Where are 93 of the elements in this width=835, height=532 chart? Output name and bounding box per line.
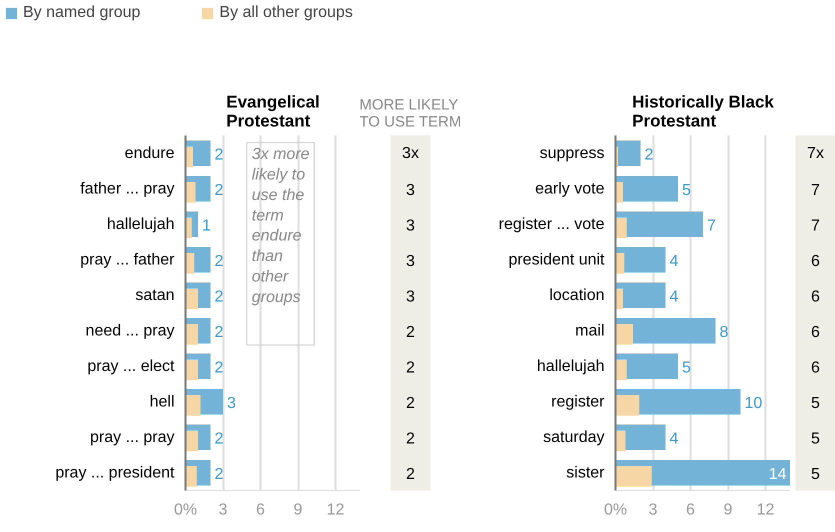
y-tick-label: hallelujah (536, 358, 604, 375)
y-tick-label: hallelujah (106, 216, 174, 233)
bar (186, 253, 194, 274)
y-tick-label: suppress (540, 144, 604, 162)
chart-title: Evangelical Protestant (226, 92, 320, 130)
data-label: 1 (202, 217, 211, 234)
text: 2 (406, 466, 416, 483)
y-tick-label: president unit (508, 251, 606, 268)
y-tick-label: sister (566, 464, 606, 482)
data-label: 2 (214, 359, 224, 376)
data-label: 3 (227, 394, 236, 412)
x-tick-label: 6 (256, 502, 266, 518)
y-tick-label: saturday (543, 428, 605, 446)
data-label: 10 (744, 394, 762, 412)
data-label: 8 (720, 324, 728, 341)
data-label: 2 (214, 466, 224, 483)
legend-label: By named group (23, 4, 140, 22)
data-label: 2 (214, 288, 224, 306)
y-tick-label: pray ... father (80, 251, 176, 268)
data-label: 7 (707, 217, 716, 234)
text: 5 (811, 466, 820, 483)
bar (616, 395, 640, 416)
text: 3 (406, 182, 416, 199)
data-label: 14 (768, 466, 787, 483)
bar (616, 176, 678, 202)
text: 2 (406, 359, 416, 376)
data-label: 4 (670, 252, 678, 270)
y-tick-label: pray ... pray (90, 428, 175, 446)
y-tick-label: pray ... elect (87, 358, 176, 375)
x-tick-label: 9 (724, 502, 733, 518)
y-tick-label: father ... pray (80, 180, 174, 198)
y-tick-label: hell (150, 393, 174, 410)
data-label: 4 (670, 430, 678, 448)
x-tick-label: 6 (686, 502, 696, 518)
data-label: 4 (670, 288, 678, 306)
text: 3 (406, 252, 416, 270)
y-tick-label: mail (575, 322, 605, 340)
text: 2 (406, 430, 416, 448)
y-tick-label: early vote (535, 180, 605, 198)
y-tick-label: register (551, 393, 606, 410)
data-label: 2 (214, 324, 224, 341)
text: 6 (811, 324, 820, 341)
text: 2 (406, 394, 416, 412)
bar (616, 218, 627, 238)
y-tick-label: location (549, 286, 605, 304)
text: 5 (811, 394, 820, 412)
bar (186, 466, 197, 487)
text: 2 (406, 324, 416, 341)
x-tick-label: 12 (756, 502, 774, 518)
text: 3 (406, 288, 416, 306)
text: 3 (406, 217, 416, 234)
data-label: 2 (644, 146, 654, 164)
bar (186, 395, 200, 416)
y-tick-label: pray ... president (55, 464, 176, 482)
bar (616, 430, 626, 452)
y-tick-label: need ... pray (86, 322, 175, 340)
bar (186, 288, 198, 310)
data-label: 2 (214, 430, 224, 448)
text: 5 (811, 430, 820, 448)
x-tick-label: 3 (648, 502, 658, 518)
y-tick-label: satan (135, 286, 174, 304)
y-tick-label: endure (124, 144, 175, 162)
bar (616, 324, 633, 345)
text: 3x (402, 144, 419, 162)
text: MORE LIKELY TO USE TERM (359, 96, 462, 130)
bar (616, 253, 624, 274)
bar (186, 360, 198, 380)
chart-title: Historically Black Protestant (632, 92, 774, 130)
x-tick-label: 9 (294, 502, 303, 518)
text: 7 (811, 182, 820, 199)
bar (616, 360, 627, 380)
text: 7x (807, 144, 824, 162)
bar (616, 466, 652, 487)
data-label: 5 (682, 182, 691, 199)
text: 6 (811, 359, 820, 376)
data-label: 5 (682, 359, 691, 376)
bar (616, 140, 640, 166)
data-label: 2 (214, 146, 224, 164)
x-tick-label: 0% (604, 502, 628, 518)
bar (186, 182, 196, 203)
x-tick-label: 12 (326, 502, 344, 518)
bar (186, 430, 198, 452)
data-label: 2 (214, 252, 224, 270)
x-tick-label: 3 (218, 502, 228, 518)
x-tick-label: 0% (174, 502, 198, 518)
text: 6 (811, 252, 820, 270)
data-label: 2 (214, 182, 224, 199)
text: 7 (811, 217, 820, 234)
text: 6 (811, 288, 820, 306)
y-tick-label: register ... vote (498, 216, 605, 233)
legend-label: By all other groups (219, 4, 353, 22)
annotation: 3x more likely to use the term endure than other groups (252, 146, 310, 306)
bar (186, 324, 198, 345)
